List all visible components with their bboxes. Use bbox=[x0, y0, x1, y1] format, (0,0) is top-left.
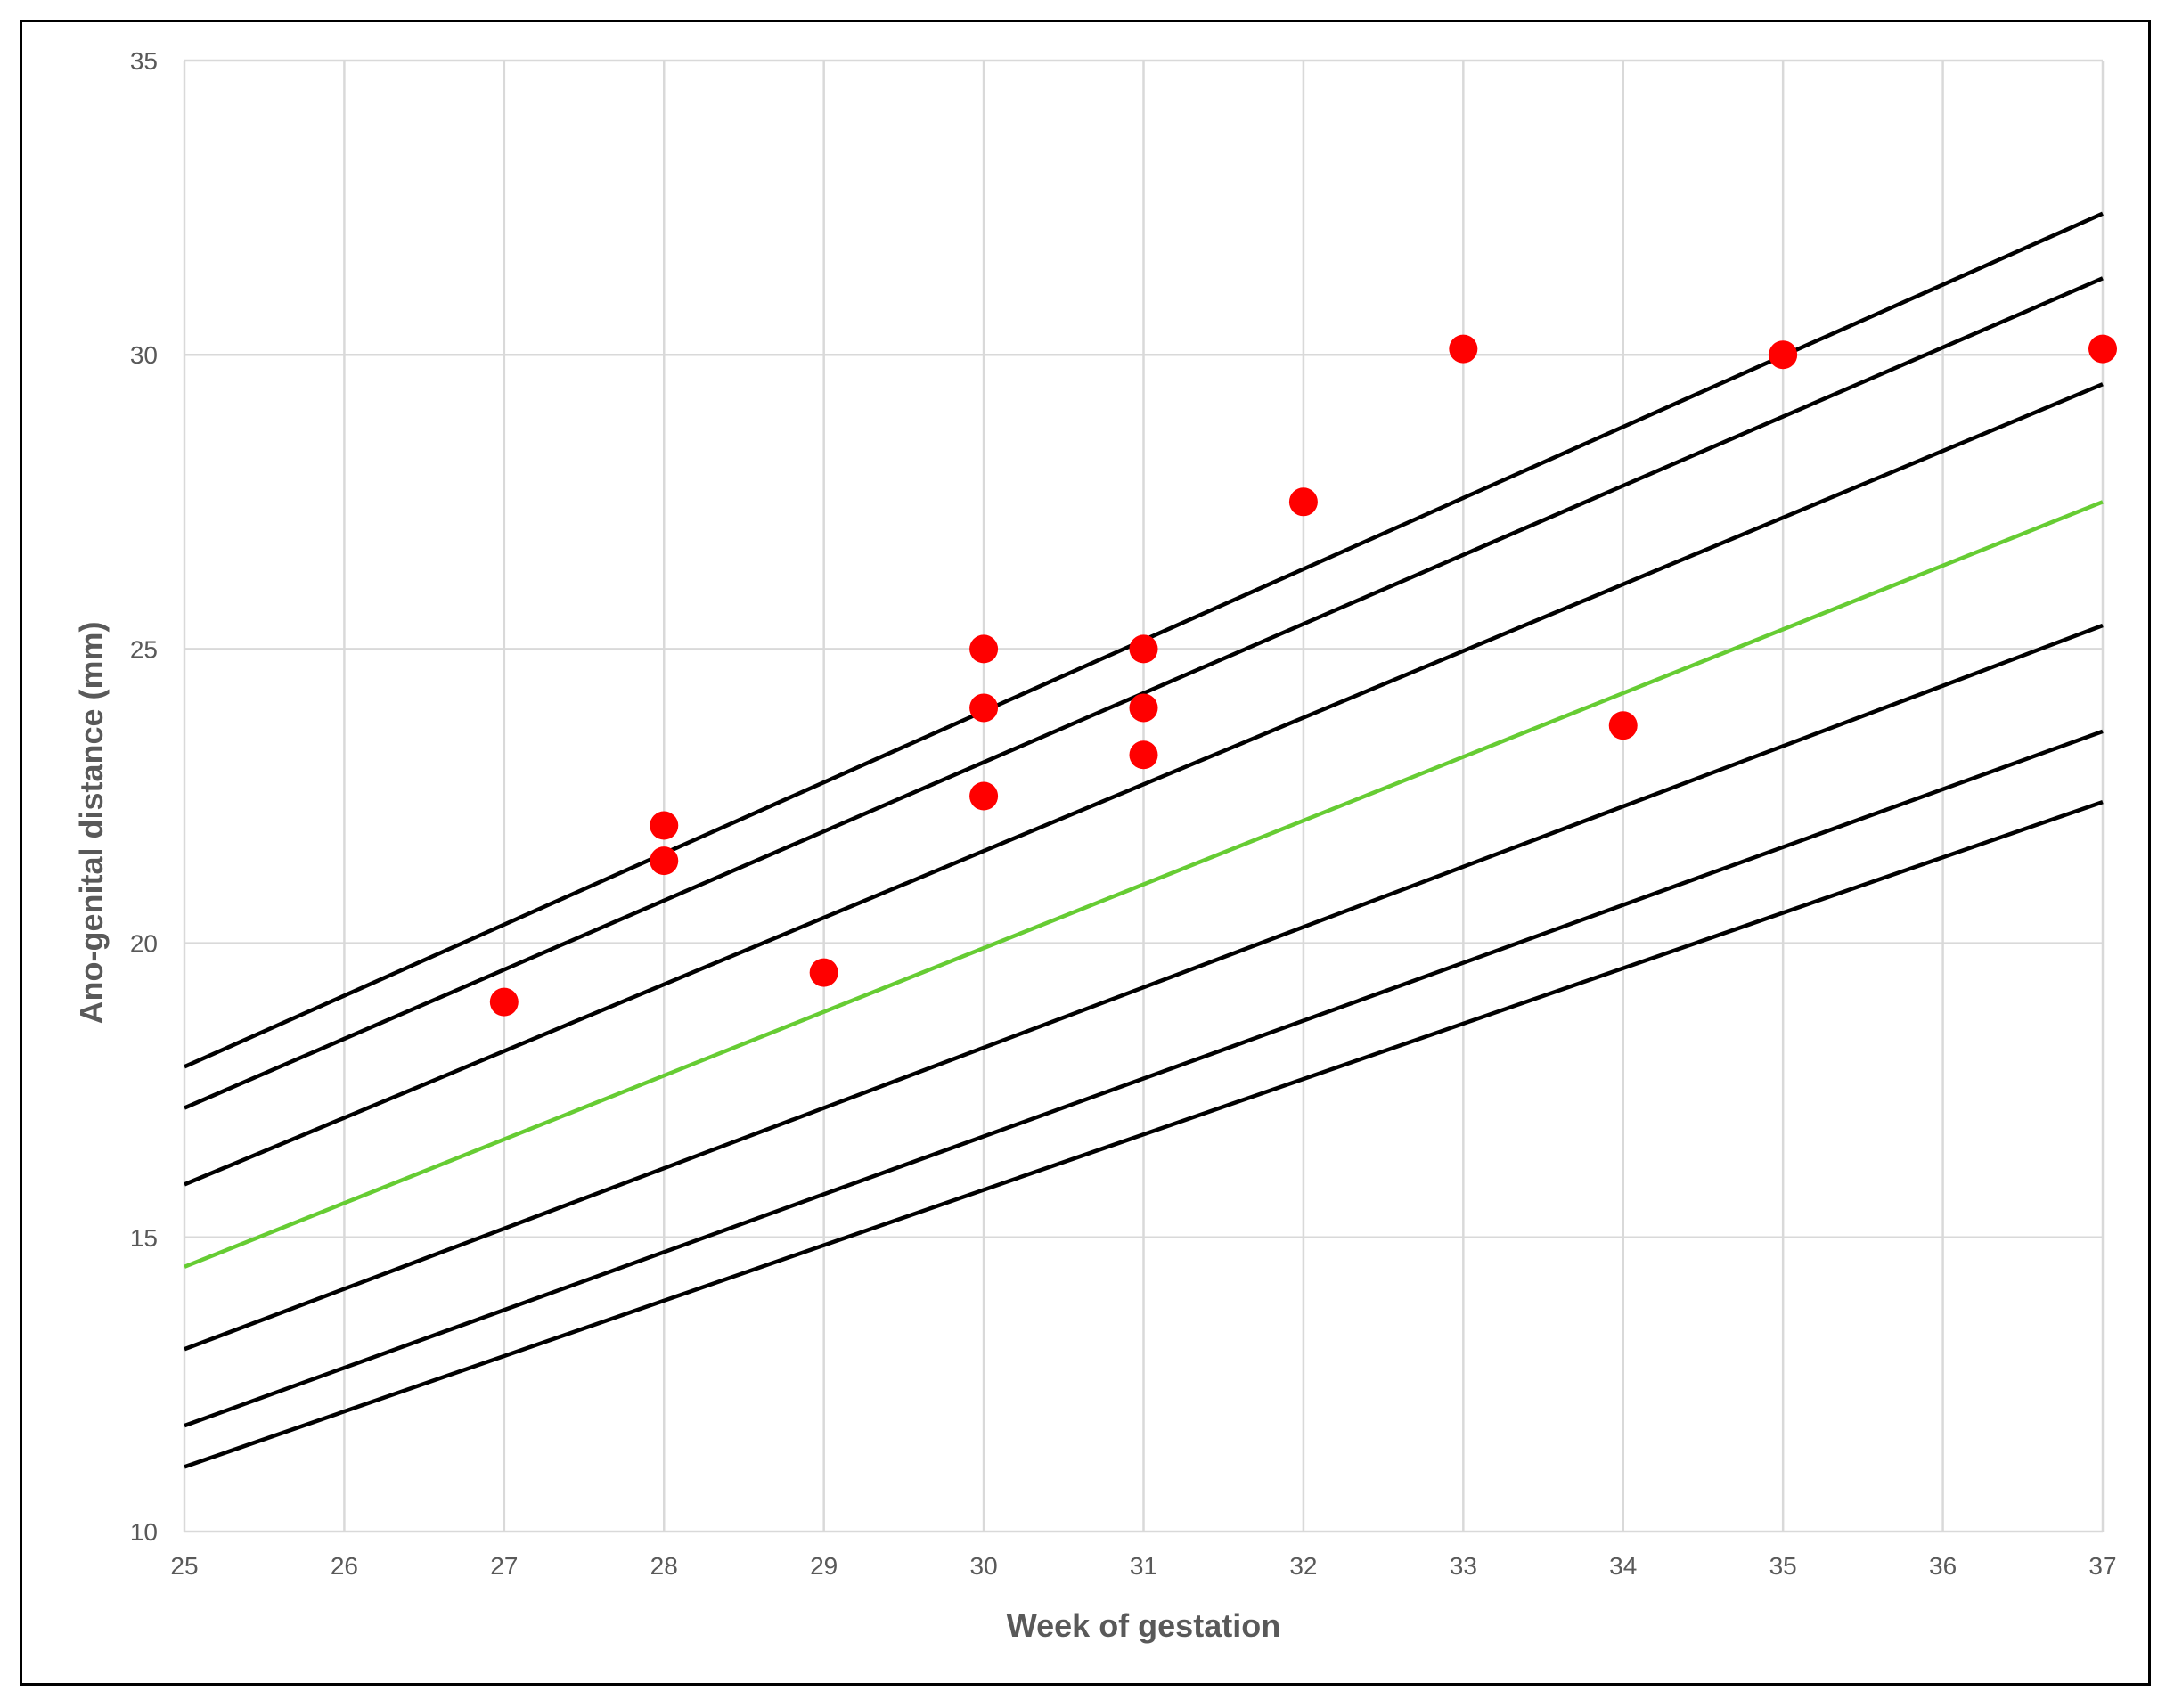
data-point bbox=[1449, 334, 1478, 364]
x-tick-label: 32 bbox=[1289, 1552, 1317, 1580]
data-point bbox=[809, 958, 838, 987]
reference-line bbox=[184, 276, 2104, 1110]
data-point bbox=[1129, 693, 1158, 723]
reference-line bbox=[184, 799, 2104, 1469]
data-point bbox=[1129, 740, 1158, 770]
y-tick-label: 15 bbox=[130, 1224, 158, 1252]
data-point bbox=[1288, 487, 1318, 517]
data-point bbox=[969, 693, 999, 723]
y-tick-label: 20 bbox=[130, 930, 158, 958]
data-point bbox=[969, 781, 999, 811]
y-tick-label: 25 bbox=[130, 635, 158, 663]
data-point bbox=[650, 811, 679, 840]
x-tick-label: 34 bbox=[1609, 1552, 1637, 1580]
x-tick-label: 29 bbox=[810, 1552, 838, 1580]
reference-line bbox=[184, 500, 2104, 1269]
x-tick-label: 33 bbox=[1450, 1552, 1477, 1580]
x-tick-label: 28 bbox=[650, 1552, 678, 1580]
x-tick-label: 31 bbox=[1130, 1552, 1157, 1580]
x-tick-label: 26 bbox=[331, 1552, 358, 1580]
chart-frame: 25 26 27 28 29 30 31 32 33 34 35 36 37 10 15 20 25 30 35 … bbox=[20, 20, 2151, 1686]
y-tick-label: 30 bbox=[130, 341, 158, 369]
y-tick-label: 10 bbox=[130, 1518, 158, 1546]
data-point bbox=[650, 846, 679, 876]
reference-line bbox=[184, 382, 2104, 1187]
data-point bbox=[1129, 634, 1158, 664]
x-tick-label: 25 bbox=[170, 1552, 198, 1580]
reference-lines bbox=[184, 211, 2104, 1469]
x-axis-title: Week of gestation bbox=[1007, 1607, 1280, 1644]
y-axis-title: Ano-genital distance (mm) bbox=[73, 621, 110, 1024]
reference-line bbox=[184, 623, 2104, 1352]
y-axis-ticks: 10 15 20 25 30 35 bbox=[130, 47, 158, 1546]
grid bbox=[183, 59, 2105, 1533]
data-points bbox=[489, 334, 2117, 1017]
data-point bbox=[1608, 711, 1638, 740]
data-point bbox=[2088, 334, 2117, 364]
x-axis-ticks: 25 26 27 28 29 30 31 32 33 34 35 36 37 bbox=[170, 1552, 2116, 1580]
x-tick-label: 37 bbox=[2088, 1552, 2116, 1580]
x-tick-label: 27 bbox=[490, 1552, 518, 1580]
y-tick-label: 35 bbox=[130, 47, 158, 75]
x-tick-label: 36 bbox=[1929, 1552, 1957, 1580]
data-point bbox=[1769, 340, 1798, 370]
scatter-chart: 25 26 27 28 29 30 31 32 33 34 35 36 37 101520253035 … bbox=[73, 47, 2117, 1644]
data-point bbox=[969, 634, 999, 664]
reference-line bbox=[184, 729, 2104, 1428]
x-tick-label: 35 bbox=[1769, 1552, 1797, 1580]
data-point bbox=[489, 987, 519, 1017]
x-tick-label: 30 bbox=[970, 1552, 998, 1580]
